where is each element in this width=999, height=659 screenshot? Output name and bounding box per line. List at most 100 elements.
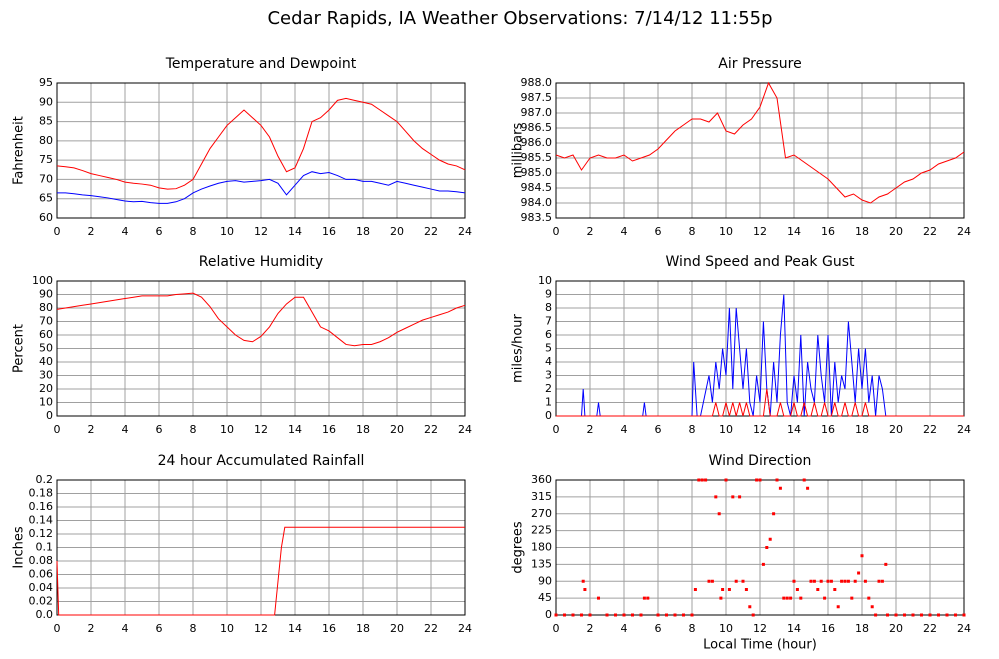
x-tick-label: 4 bbox=[621, 225, 628, 238]
data-point bbox=[840, 579, 844, 583]
data-point bbox=[581, 579, 585, 583]
x-tick-label: 16 bbox=[821, 423, 835, 436]
x-tick-label: 16 bbox=[322, 225, 336, 238]
x-tick-label: 2 bbox=[587, 423, 594, 436]
x-tick-label: 6 bbox=[156, 622, 163, 635]
y-tick-label: 80 bbox=[39, 301, 53, 314]
y-tick-label: 90 bbox=[39, 95, 53, 108]
y-tick-label: 7 bbox=[545, 315, 552, 328]
data-point bbox=[731, 495, 735, 499]
x-tick-label: 4 bbox=[122, 622, 129, 635]
x-tick-label: 16 bbox=[322, 423, 336, 436]
y-tick-label: 225 bbox=[531, 524, 552, 537]
data-point bbox=[622, 613, 626, 617]
data-line bbox=[555, 81, 965, 204]
x-tick-label: 10 bbox=[220, 423, 234, 436]
data-point bbox=[802, 478, 806, 482]
y-axis-label: Fahrenheit bbox=[12, 116, 27, 185]
data-point bbox=[937, 613, 940, 617]
x-tick-label: 24 bbox=[458, 423, 472, 436]
data-point bbox=[597, 596, 600, 600]
x-tick-label: 18 bbox=[855, 622, 869, 635]
data-point bbox=[571, 613, 575, 617]
data-point bbox=[833, 588, 837, 591]
x-tick-label: 14 bbox=[787, 225, 801, 238]
x-tick-label: 2 bbox=[88, 225, 95, 238]
y-axis-label: millibars bbox=[511, 123, 526, 179]
data-point bbox=[639, 613, 643, 617]
chart-title: Relative Humidity bbox=[199, 254, 323, 270]
data-point bbox=[700, 478, 704, 482]
x-tick-label: 12 bbox=[254, 225, 268, 238]
y-tick-label: 80 bbox=[39, 134, 53, 147]
data-line bbox=[56, 292, 466, 347]
data-point bbox=[717, 512, 721, 516]
x-tick-label: 0 bbox=[54, 225, 61, 238]
data-point bbox=[877, 579, 881, 583]
data-point bbox=[721, 588, 725, 591]
data-point bbox=[789, 596, 793, 600]
plot-frame bbox=[56, 280, 466, 417]
data-point bbox=[880, 579, 884, 583]
y-tick-label: 85 bbox=[39, 115, 53, 128]
y-tick-label: 45 bbox=[538, 591, 552, 604]
x-tick-label: 14 bbox=[288, 622, 302, 635]
data-point bbox=[772, 512, 776, 516]
data-point bbox=[863, 579, 867, 583]
y-tick-label: 70 bbox=[39, 172, 53, 185]
data-point bbox=[962, 613, 966, 617]
data-point bbox=[727, 588, 731, 591]
data-point bbox=[758, 478, 762, 482]
y-tick-label: 60 bbox=[39, 328, 53, 341]
data-point bbox=[714, 495, 718, 499]
x-tick-label: 4 bbox=[621, 423, 628, 436]
x-tick-label: 12 bbox=[753, 423, 767, 436]
x-tick-label: 6 bbox=[655, 622, 662, 635]
data-point bbox=[690, 613, 694, 617]
data-point bbox=[631, 613, 634, 617]
data-point bbox=[850, 596, 854, 600]
y-tick-label: 0.0 bbox=[36, 608, 54, 621]
y-tick-label: 65 bbox=[39, 192, 53, 205]
y-tick-label: 0.2 bbox=[36, 473, 54, 486]
data-point bbox=[884, 562, 888, 566]
y-tick-label: 985.5 bbox=[521, 151, 553, 164]
data-point bbox=[860, 554, 864, 558]
x-tick-label: 14 bbox=[787, 622, 801, 635]
x-tick-label: 24 bbox=[957, 225, 971, 238]
data-point bbox=[799, 596, 803, 600]
x-tick-label: 22 bbox=[424, 225, 438, 238]
data-point bbox=[920, 613, 923, 617]
y-tick-label: 60 bbox=[39, 211, 53, 224]
x-tick-label: 12 bbox=[254, 622, 268, 635]
x-tick-label: 20 bbox=[889, 622, 903, 635]
data-point bbox=[823, 596, 827, 600]
x-tick-label: 0 bbox=[553, 622, 560, 635]
data-point bbox=[693, 588, 697, 591]
data-point bbox=[734, 579, 738, 583]
data-point bbox=[775, 478, 779, 482]
x-tick-label: 20 bbox=[390, 423, 404, 436]
x-tick-label: 2 bbox=[587, 225, 594, 238]
data-point bbox=[744, 588, 748, 591]
data-line bbox=[556, 388, 964, 417]
data-point bbox=[836, 605, 840, 609]
data-point bbox=[765, 546, 769, 549]
y-axis-label: degrees bbox=[511, 521, 526, 574]
x-tick-label: 6 bbox=[655, 225, 662, 238]
y-tick-label: 0 bbox=[545, 409, 552, 422]
y-axis-label: Percent bbox=[12, 324, 27, 373]
y-tick-label: 5 bbox=[545, 342, 552, 355]
data-point bbox=[605, 613, 609, 617]
data-point bbox=[614, 613, 617, 617]
y-tick-label: 984.5 bbox=[521, 181, 553, 194]
x-tick-label: 8 bbox=[190, 225, 197, 238]
y-tick-label: 2 bbox=[545, 382, 552, 395]
data-point bbox=[768, 537, 772, 541]
data-point bbox=[563, 613, 566, 617]
y-tick-label: 4 bbox=[545, 355, 552, 368]
x-tick-label: 18 bbox=[356, 423, 370, 436]
y-tick-label: 90 bbox=[538, 574, 552, 587]
y-tick-label: 0.08 bbox=[29, 554, 54, 567]
y-tick-label: 40 bbox=[39, 355, 53, 368]
